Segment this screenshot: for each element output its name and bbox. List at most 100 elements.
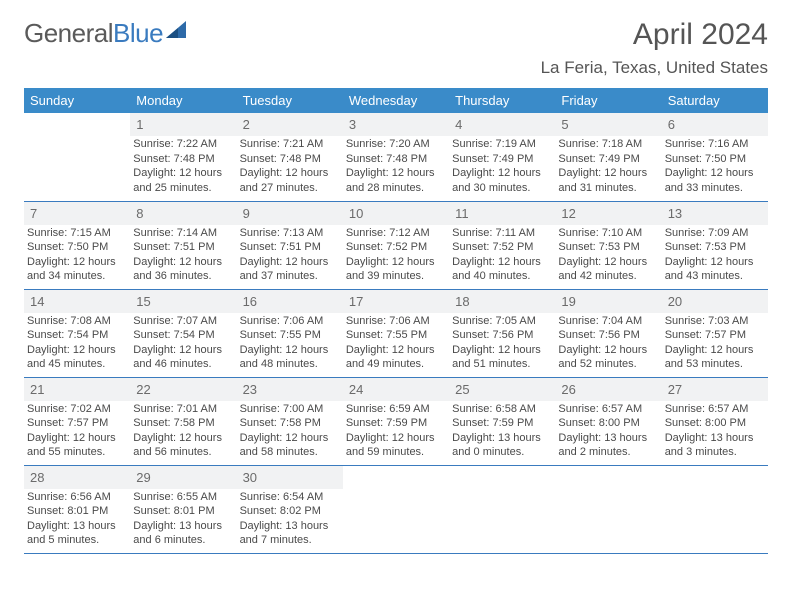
weekday-header: Friday	[555, 88, 661, 113]
logo-sail-icon	[166, 16, 192, 47]
title-block: April 2024 La Feria, Texas, United State…	[541, 18, 768, 84]
day-number: 5	[555, 113, 661, 136]
calendar-day-cell: 20Sunrise: 7:03 AMSunset: 7:57 PMDayligh…	[662, 289, 768, 377]
sunrise-line: Sunrise: 7:12 AM	[346, 226, 446, 241]
calendar-body: 1Sunrise: 7:22 AMSunset: 7:48 PMDaylight…	[24, 113, 768, 553]
sunset-line: Sunset: 7:55 PM	[240, 328, 340, 343]
sunset-line: Sunset: 7:50 PM	[27, 240, 127, 255]
day-details: Sunrise: 7:01 AMSunset: 7:58 PMDaylight:…	[130, 401, 236, 463]
daylight-line: Daylight: 12 hours and 49 minutes.	[346, 343, 446, 372]
sunset-line: Sunset: 7:55 PM	[346, 328, 446, 343]
calendar-day-cell: 6Sunrise: 7:16 AMSunset: 7:50 PMDaylight…	[662, 113, 768, 201]
month-title: April 2024	[541, 18, 768, 52]
daylight-line: Daylight: 12 hours and 39 minutes.	[346, 255, 446, 284]
sunrise-line: Sunrise: 7:02 AM	[27, 402, 127, 417]
sunset-line: Sunset: 8:02 PM	[240, 504, 340, 519]
day-number: 27	[662, 378, 768, 401]
sunrise-line: Sunrise: 6:56 AM	[27, 490, 127, 505]
day-number: 23	[237, 378, 343, 401]
sunrise-line: Sunrise: 6:54 AM	[240, 490, 340, 505]
daylight-line: Daylight: 13 hours and 0 minutes.	[452, 431, 552, 460]
day-number: 24	[343, 378, 449, 401]
daylight-line: Daylight: 12 hours and 25 minutes.	[133, 166, 233, 195]
sunset-line: Sunset: 7:59 PM	[452, 416, 552, 431]
day-number: 4	[449, 113, 555, 136]
calendar-table: Sunday Monday Tuesday Wednesday Thursday…	[24, 88, 768, 554]
day-number: 16	[237, 290, 343, 313]
sunset-line: Sunset: 7:49 PM	[558, 152, 658, 167]
sunset-line: Sunset: 8:01 PM	[27, 504, 127, 519]
day-details: Sunrise: 7:12 AMSunset: 7:52 PMDaylight:…	[343, 225, 449, 287]
sunset-line: Sunset: 7:48 PM	[346, 152, 446, 167]
calendar-day-cell: 17Sunrise: 7:06 AMSunset: 7:55 PMDayligh…	[343, 289, 449, 377]
day-details: Sunrise: 7:02 AMSunset: 7:57 PMDaylight:…	[24, 401, 130, 463]
day-details: Sunrise: 7:07 AMSunset: 7:54 PMDaylight:…	[130, 313, 236, 375]
calendar-week-row: 1Sunrise: 7:22 AMSunset: 7:48 PMDaylight…	[24, 113, 768, 201]
daylight-line: Daylight: 12 hours and 43 minutes.	[665, 255, 765, 284]
day-number: 21	[24, 378, 130, 401]
day-number: 3	[343, 113, 449, 136]
calendar-day-cell: 25Sunrise: 6:58 AMSunset: 7:59 PMDayligh…	[449, 377, 555, 465]
day-number: 6	[662, 113, 768, 136]
day-details: Sunrise: 7:06 AMSunset: 7:55 PMDaylight:…	[343, 313, 449, 375]
sunrise-line: Sunrise: 7:11 AM	[452, 226, 552, 241]
calendar-day-cell: 13Sunrise: 7:09 AMSunset: 7:53 PMDayligh…	[662, 201, 768, 289]
daylight-line: Daylight: 12 hours and 28 minutes.	[346, 166, 446, 195]
day-number: 28	[24, 466, 130, 489]
sunrise-line: Sunrise: 7:03 AM	[665, 314, 765, 329]
sunrise-line: Sunrise: 7:16 AM	[665, 137, 765, 152]
day-details: Sunrise: 7:09 AMSunset: 7:53 PMDaylight:…	[662, 225, 768, 287]
calendar-day-cell: 14Sunrise: 7:08 AMSunset: 7:54 PMDayligh…	[24, 289, 130, 377]
sunset-line: Sunset: 7:59 PM	[346, 416, 446, 431]
calendar-day-cell: 27Sunrise: 6:57 AMSunset: 8:00 PMDayligh…	[662, 377, 768, 465]
sunset-line: Sunset: 7:51 PM	[133, 240, 233, 255]
sunrise-line: Sunrise: 7:21 AM	[240, 137, 340, 152]
day-number: 1	[130, 113, 236, 136]
daylight-line: Daylight: 12 hours and 34 minutes.	[27, 255, 127, 284]
daylight-line: Daylight: 12 hours and 55 minutes.	[27, 431, 127, 460]
day-number: 9	[237, 202, 343, 225]
calendar-week-row: 7Sunrise: 7:15 AMSunset: 7:50 PMDaylight…	[24, 201, 768, 289]
day-details: Sunrise: 6:57 AMSunset: 8:00 PMDaylight:…	[555, 401, 661, 463]
day-number: 13	[662, 202, 768, 225]
sunset-line: Sunset: 7:58 PM	[240, 416, 340, 431]
sunset-line: Sunset: 7:48 PM	[133, 152, 233, 167]
day-details: Sunrise: 7:05 AMSunset: 7:56 PMDaylight:…	[449, 313, 555, 375]
weekday-header: Thursday	[449, 88, 555, 113]
calendar-day-cell: 10Sunrise: 7:12 AMSunset: 7:52 PMDayligh…	[343, 201, 449, 289]
sunrise-line: Sunrise: 7:18 AM	[558, 137, 658, 152]
daylight-line: Daylight: 13 hours and 2 minutes.	[558, 431, 658, 460]
daylight-line: Daylight: 12 hours and 52 minutes.	[558, 343, 658, 372]
calendar-day-cell: 7Sunrise: 7:15 AMSunset: 7:50 PMDaylight…	[24, 201, 130, 289]
calendar-week-row: 28Sunrise: 6:56 AMSunset: 8:01 PMDayligh…	[24, 465, 768, 553]
day-number: 11	[449, 202, 555, 225]
logo-text-general: General	[24, 18, 113, 49]
daylight-line: Daylight: 12 hours and 53 minutes.	[665, 343, 765, 372]
day-number: 12	[555, 202, 661, 225]
sunrise-line: Sunrise: 7:00 AM	[240, 402, 340, 417]
day-details: Sunrise: 7:00 AMSunset: 7:58 PMDaylight:…	[237, 401, 343, 463]
day-details: Sunrise: 7:06 AMSunset: 7:55 PMDaylight:…	[237, 313, 343, 375]
sunrise-line: Sunrise: 7:05 AM	[452, 314, 552, 329]
day-details: Sunrise: 6:56 AMSunset: 8:01 PMDaylight:…	[24, 489, 130, 551]
sunset-line: Sunset: 7:51 PM	[240, 240, 340, 255]
sunrise-line: Sunrise: 7:08 AM	[27, 314, 127, 329]
calendar-day-cell	[24, 113, 130, 201]
daylight-line: Daylight: 12 hours and 59 minutes.	[346, 431, 446, 460]
day-number: 30	[237, 466, 343, 489]
calendar-day-cell	[343, 465, 449, 553]
sunset-line: Sunset: 7:56 PM	[452, 328, 552, 343]
sunrise-line: Sunrise: 7:22 AM	[133, 137, 233, 152]
day-details: Sunrise: 7:10 AMSunset: 7:53 PMDaylight:…	[555, 225, 661, 287]
sunset-line: Sunset: 7:56 PM	[558, 328, 658, 343]
day-number: 26	[555, 378, 661, 401]
sunset-line: Sunset: 7:58 PM	[133, 416, 233, 431]
day-number: 19	[555, 290, 661, 313]
day-number: 10	[343, 202, 449, 225]
day-details: Sunrise: 7:20 AMSunset: 7:48 PMDaylight:…	[343, 136, 449, 198]
calendar-day-cell	[662, 465, 768, 553]
logo: GeneralBlue	[24, 18, 192, 49]
daylight-line: Daylight: 12 hours and 36 minutes.	[133, 255, 233, 284]
calendar-day-cell: 19Sunrise: 7:04 AMSunset: 7:56 PMDayligh…	[555, 289, 661, 377]
day-number: 22	[130, 378, 236, 401]
